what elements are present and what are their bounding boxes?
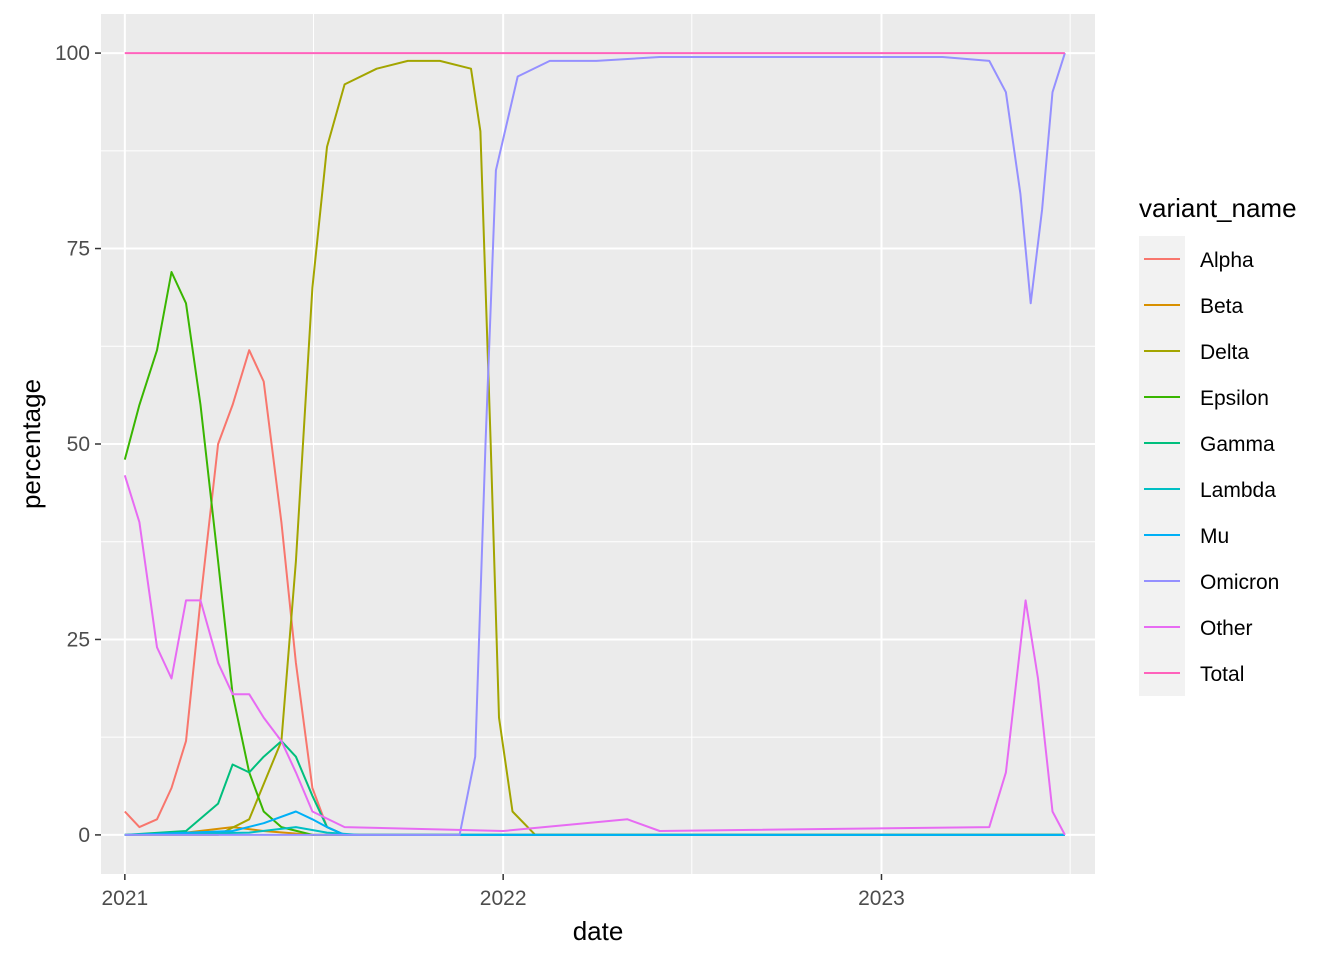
- y-tick-label: 75: [67, 238, 90, 261]
- legend-label-epsilon: Epsilon: [1200, 387, 1269, 410]
- y-tick-label: 25: [67, 628, 90, 651]
- y-tick-label: 50: [67, 433, 90, 456]
- series-line-mu: [124, 810, 1065, 836]
- series-layer: [123, 52, 1066, 836]
- x-axis-title: date: [573, 916, 624, 946]
- legend-label-beta: Beta: [1200, 295, 1244, 318]
- x-tick-label: 2021: [101, 887, 148, 910]
- legend-label-other: Other: [1200, 617, 1253, 640]
- legend-label-omicron: Omicron: [1200, 571, 1279, 594]
- legend-label-delta: Delta: [1200, 341, 1249, 364]
- series-line-alpha: [124, 349, 1065, 836]
- series-line-delta: [124, 59, 1065, 836]
- y-tick-label: 0: [78, 824, 90, 847]
- legend-label-alpha: Alpha: [1200, 249, 1254, 272]
- x-tick-label: 2023: [858, 887, 905, 910]
- y-tick-label: 100: [55, 42, 90, 65]
- legend-items: Alpha Beta Delta Epsilon Gamma Lambda Mu Omicro…: [1144, 249, 1279, 686]
- series-line-epsilon: [123, 271, 1065, 836]
- axes-layer: 0 25 50 75 100 2021 2022 2023: [55, 42, 905, 910]
- legend-key-background: [1139, 236, 1185, 696]
- series-line-other: [123, 475, 1066, 836]
- legend-label-mu: Mu: [1200, 525, 1229, 548]
- legend-label-lambda: Lambda: [1200, 479, 1276, 502]
- legend-label-gamma: Gamma: [1200, 433, 1275, 456]
- legend-title: variant_name: [1139, 193, 1297, 223]
- series-line-omicron: [124, 52, 1066, 836]
- y-axis-title: percentage: [16, 379, 46, 509]
- legend: variant_name Alpha Beta Delta Epsilon Gamma L…: [1139, 193, 1297, 696]
- legend-label-total: Total: [1200, 663, 1244, 686]
- x-tick-label: 2022: [480, 887, 527, 910]
